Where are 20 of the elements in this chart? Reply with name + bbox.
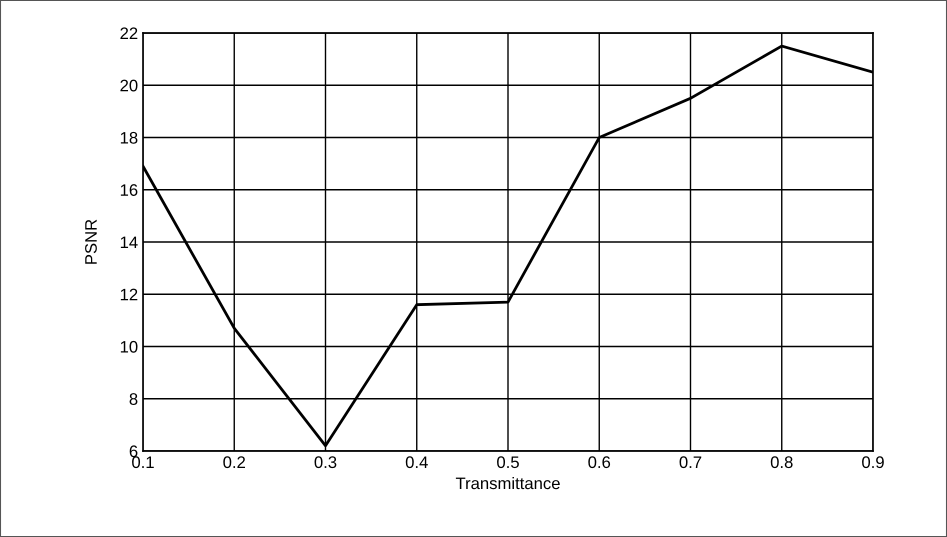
x-tick-label: 0.7 [680, 456, 702, 468]
x-axis-title: Transmittance [456, 476, 560, 490]
y-tick-label: 22 [120, 27, 138, 40]
x-tick-label: 0.1 [132, 456, 154, 468]
y-tick-label: 6 [130, 445, 138, 458]
y-tick-label: 8 [130, 393, 138, 405]
x-tick-label: 0.6 [588, 456, 610, 468]
x-tick-label: 0.4 [406, 456, 428, 468]
x-tick-label: 0.2 [223, 456, 245, 468]
y-tick-label: 20 [120, 80, 138, 92]
x-tick-label: 0.5 [497, 456, 519, 468]
y-tick-label: 10 [120, 340, 138, 353]
y-axis-title: PSNR [85, 220, 97, 264]
y-tick-label: 16 [120, 184, 138, 196]
y-tick-label: 18 [120, 132, 138, 144]
x-tick-label: 0.3 [314, 456, 336, 468]
y-tick-label: 14 [120, 236, 138, 248]
x-tick-label: 0.9 [862, 456, 884, 468]
x-tick-label: 0.8 [770, 456, 793, 468]
y-tick-label: 12 [120, 288, 138, 300]
